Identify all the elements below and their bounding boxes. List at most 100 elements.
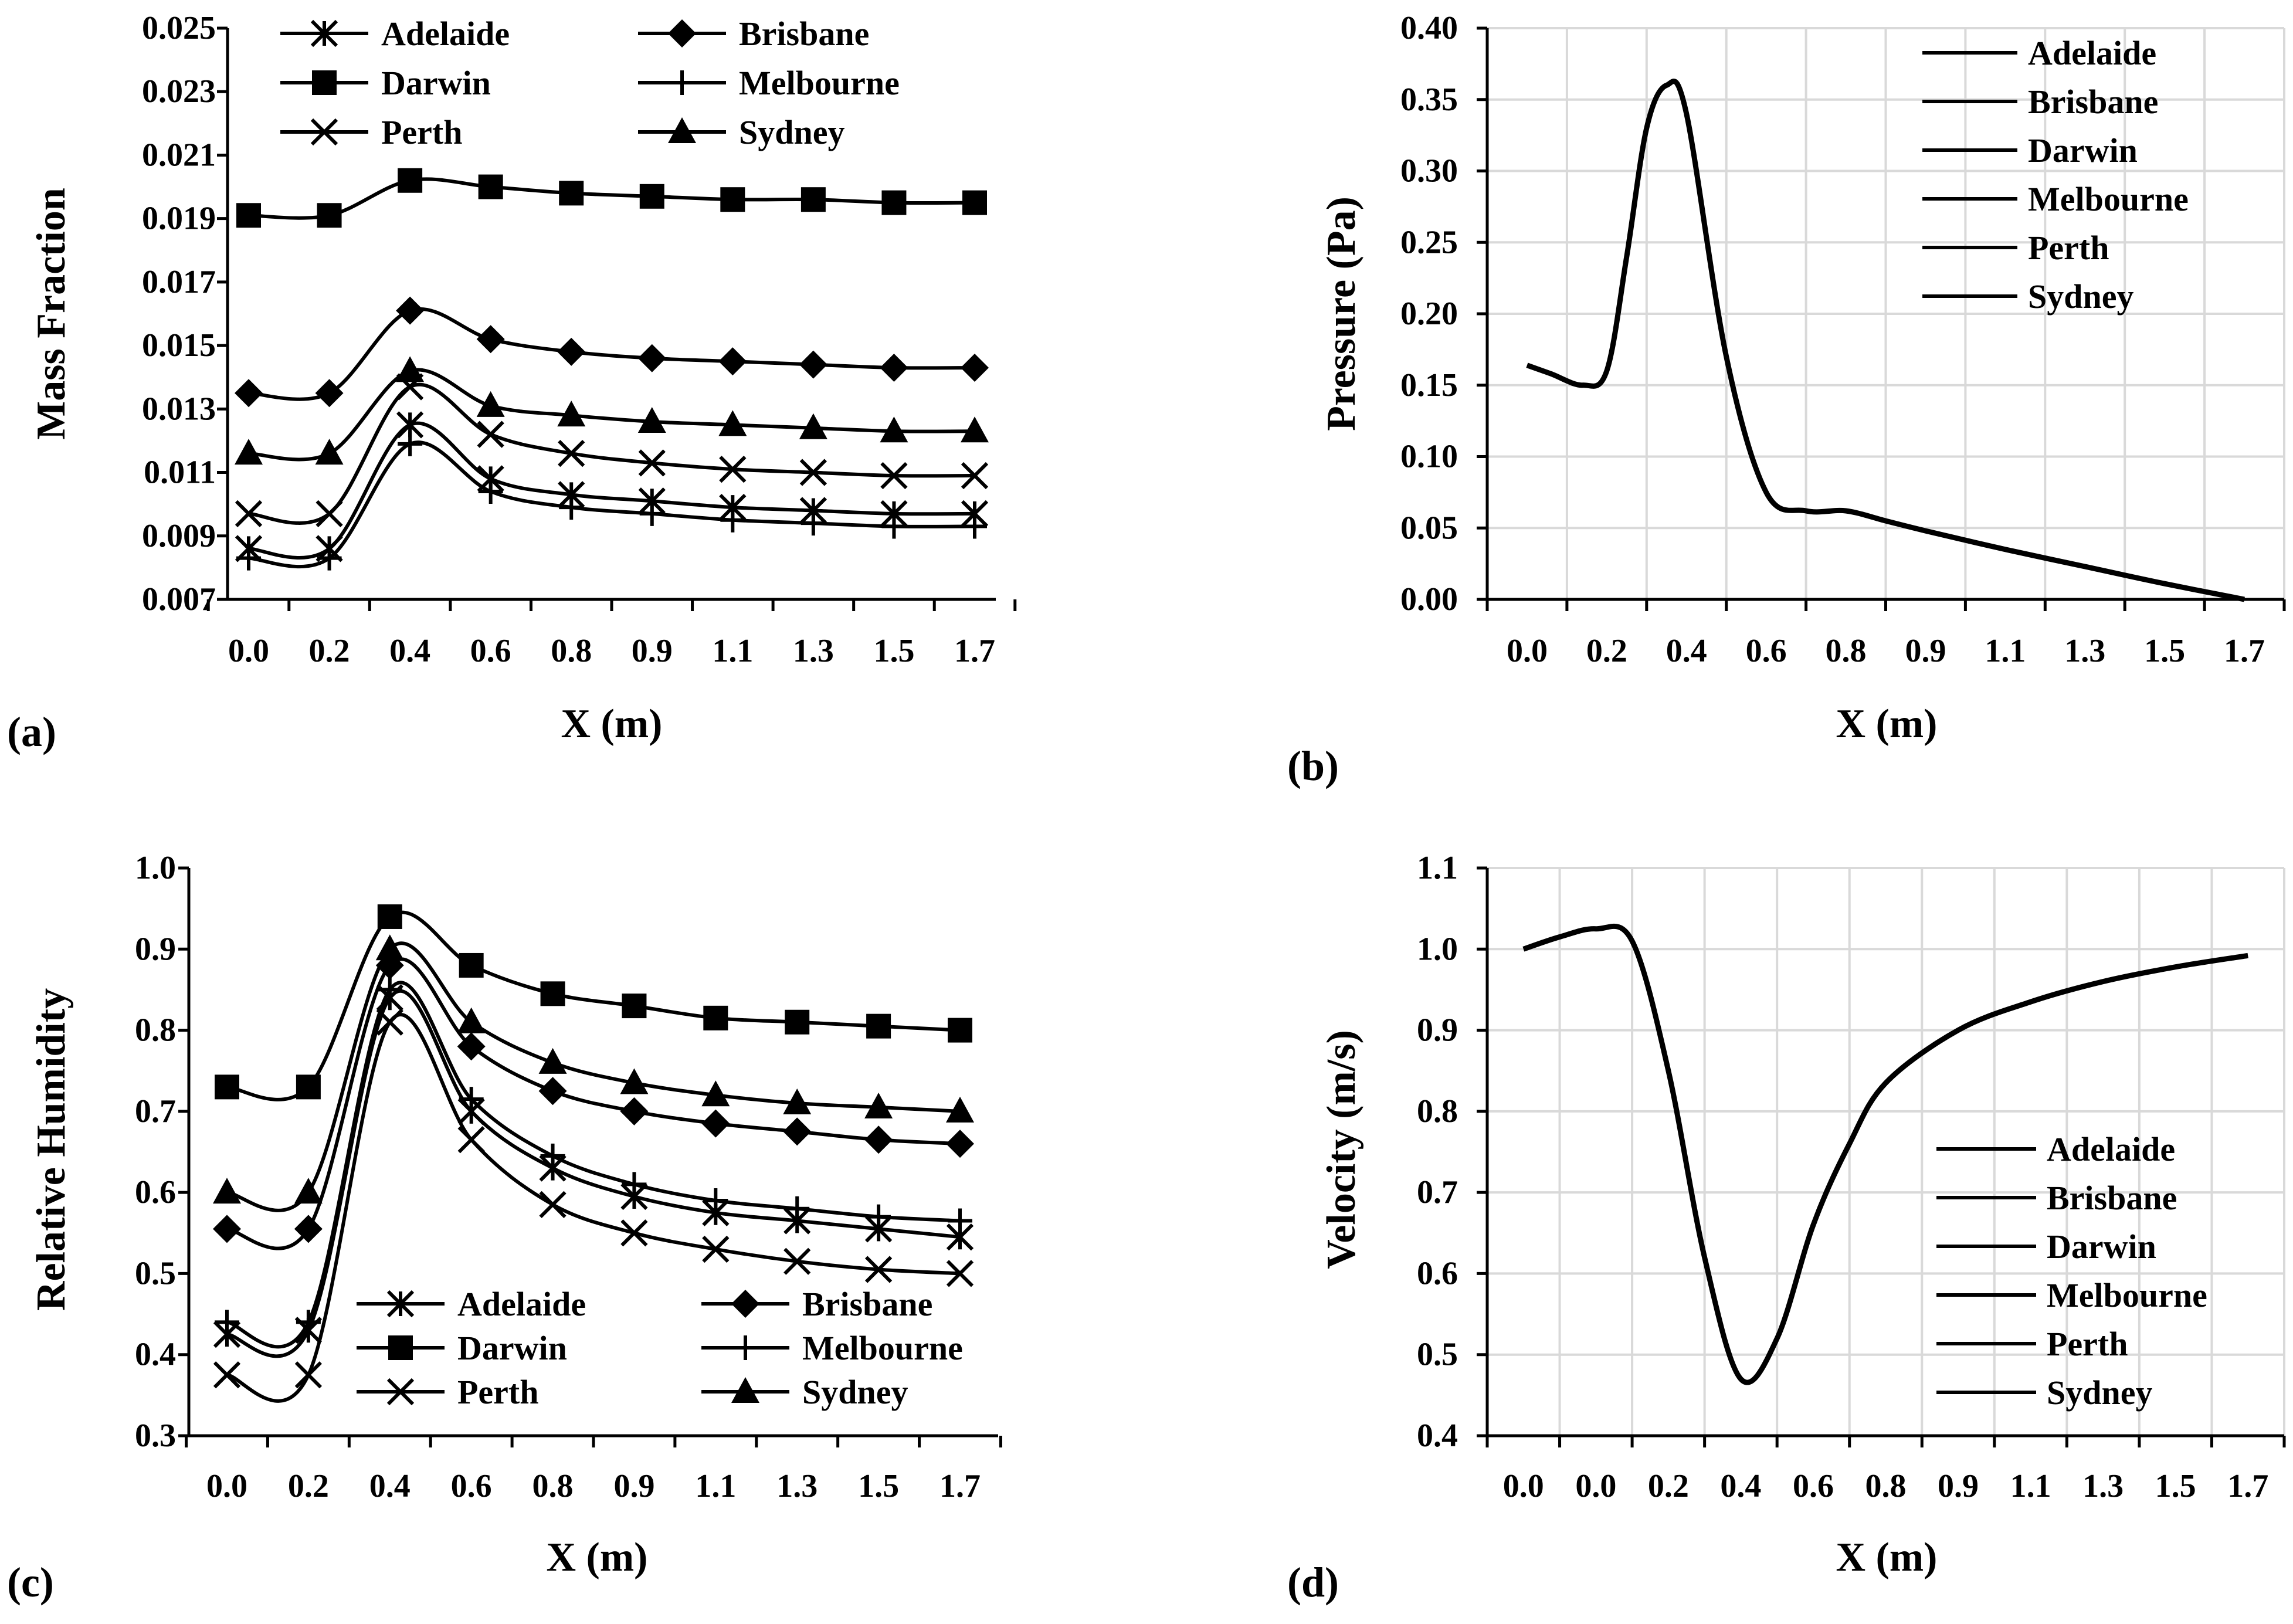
panel-b-label: (b) xyxy=(1287,743,1339,789)
panel-b-x-tick-label: 1.5 xyxy=(2144,633,2185,669)
panel-c-point-sydney xyxy=(457,1007,486,1033)
panel-b-pressure: 0.00 0.05 0.10 0.15 0.20 0.25 0.30 0.35 0.40 0.0 0… xyxy=(1287,10,2286,789)
panel-c-legend-marker-square xyxy=(388,1335,413,1360)
panel-c-legend-item-darwin: Darwin xyxy=(357,1329,567,1367)
panel-a-point-sydney xyxy=(315,439,344,465)
panel-c-point-perth xyxy=(539,1191,567,1219)
panel-a-point-melbourne xyxy=(881,514,907,539)
panel-b-x-tick-label: 0.2 xyxy=(1586,633,1627,669)
panel-c-point-perth xyxy=(376,1008,403,1036)
panel-a-series-perth xyxy=(235,373,989,528)
panel-a-point-melbourne xyxy=(720,507,745,533)
panel-c-point-melbourne xyxy=(459,1087,484,1112)
panel-b-y-tick-label: 0.30 xyxy=(1400,153,1458,189)
panel-a-series-melbourne xyxy=(236,431,987,571)
panel-a-series-darwin xyxy=(236,168,987,228)
panel-c-point-darwin xyxy=(785,1009,810,1035)
panel-a-x-tick-label: 0.6 xyxy=(470,633,511,669)
panel-a-x-tick-label: 1.7 xyxy=(954,633,995,669)
panel-a-legend-marker-diamond xyxy=(668,19,696,48)
panel-a-point-brisbane xyxy=(315,379,344,408)
panel-b-legend-label: Brisbane xyxy=(2028,83,2158,121)
panel-d-y-tick-label: 0.4 xyxy=(1417,1418,1458,1454)
panel-a-point-darwin xyxy=(559,181,584,206)
panel-d-y-axis-title: Velocity (m/s) xyxy=(1319,1030,1364,1269)
panel-a-point-perth xyxy=(638,449,666,477)
panel-a-legend-item-sydney: Sydney xyxy=(638,113,845,151)
panel-d-label: (d) xyxy=(1287,1559,1339,1606)
panel-a-point-melbourne xyxy=(962,514,987,539)
panel-d-x-tick-label: 0.2 xyxy=(1648,1468,1689,1504)
panel-a-y-tick-label: 0.011 xyxy=(144,455,216,491)
panel-a-x-tick-label: 0.9 xyxy=(632,633,673,669)
panel-a-legend-item-darwin: Darwin xyxy=(280,64,491,102)
panel-c-legend-item-adelaide: Adelaide xyxy=(357,1285,586,1323)
panel-a-point-melbourne xyxy=(800,511,826,536)
panel-c-point-sydney xyxy=(620,1068,649,1094)
panel-c-series-brisbane xyxy=(213,951,974,1250)
panel-c-point-perth xyxy=(864,1256,893,1283)
panel-a-point-melbourne xyxy=(236,545,261,571)
panel-c-point-perth xyxy=(213,1361,241,1389)
panel-c-point-darwin xyxy=(540,981,565,1006)
panel-c-x-tick-label: 0.0 xyxy=(206,1468,247,1504)
panel-a-point-sydney xyxy=(557,401,586,427)
panel-b-legend-item-adelaide: Adelaide xyxy=(1922,34,2156,72)
panel-c-point-darwin xyxy=(215,1074,239,1100)
panel-a-point-perth xyxy=(880,462,908,490)
panel-a-series-line-perth xyxy=(248,382,975,525)
panel-c-point-brisbane xyxy=(864,1125,893,1154)
panel-a-legend-marker-square xyxy=(312,70,337,95)
panel-a-y-tick-label: 0.017 xyxy=(142,264,216,300)
panel-c-point-sydney xyxy=(294,1178,323,1204)
panel-a-legend-label: Darwin xyxy=(381,64,491,102)
panel-a-point-brisbane xyxy=(961,353,989,382)
panel-c-y-tick-label: 0.3 xyxy=(135,1418,176,1454)
panel-b-legend-item-darwin: Darwin xyxy=(1922,131,2138,169)
panel-b-legend-item-melbourne: Melbourne xyxy=(1922,180,2189,218)
panel-c-x-tick-label: 1.3 xyxy=(776,1468,818,1504)
panel-a-legend-item-adelaide: Adelaide xyxy=(280,15,510,53)
panel-a-point-sydney xyxy=(799,413,827,439)
panel-c-y-tick-label: 1.0 xyxy=(135,850,176,886)
panel-a-point-darwin xyxy=(478,174,503,199)
panel-d-x-tick-label: 0.8 xyxy=(1865,1468,1907,1504)
panel-a-point-perth xyxy=(961,462,989,490)
panel-c-legend-marker-asterisk xyxy=(386,1290,415,1318)
panel-a-legend-marker-asterisk xyxy=(310,19,338,48)
panel-a-point-darwin xyxy=(881,190,907,215)
panel-b-y-tick-label: 0.10 xyxy=(1400,439,1458,475)
panel-a-label: (a) xyxy=(7,708,56,755)
panel-c-legend-item-melbourne: Melbourne xyxy=(701,1329,963,1367)
panel-a-point-brisbane xyxy=(799,350,827,379)
panel-b-y-axis-title: Pressure (Pa) xyxy=(1319,196,1364,431)
panel-a-x-tick-label: 1.1 xyxy=(712,633,753,669)
panel-c-x-tick-label: 1.1 xyxy=(695,1468,736,1504)
panel-c-point-perth xyxy=(946,1260,974,1287)
panel-a-point-perth xyxy=(799,459,827,486)
panel-c-point-darwin xyxy=(703,1005,728,1030)
panel-c-point-melbourne xyxy=(540,1143,565,1168)
panel-a-x-tick-label: 0.0 xyxy=(228,633,269,669)
panel-c-point-sydney xyxy=(864,1092,893,1118)
panel-b-x-tick-label: 0.8 xyxy=(1826,633,1867,669)
panel-d-x-tick-label: 0.0 xyxy=(1503,1468,1544,1504)
panel-c-legend-label: Adelaide xyxy=(457,1285,586,1323)
panel-d-x-tick-label: 1.7 xyxy=(2227,1468,2268,1504)
panel-a-point-darwin xyxy=(800,187,826,212)
panel-a-point-brisbane xyxy=(637,344,666,372)
panel-a-point-melbourne xyxy=(478,479,503,504)
panel-a-point-darwin xyxy=(962,190,987,215)
panel-a-point-perth xyxy=(235,500,263,528)
panel-d-legend-item-melbourne: Melbourne xyxy=(1936,1276,2207,1314)
panel-c-y-tick-label: 0.9 xyxy=(135,931,176,967)
panel-a-y-tick-label: 0.009 xyxy=(142,518,216,554)
panel-c-point-brisbane xyxy=(783,1117,812,1146)
panel-c-point-brisbane xyxy=(701,1109,730,1138)
panel-c-point-brisbane xyxy=(946,1130,974,1158)
panel-b-x-tick-label: 0.9 xyxy=(1905,633,1946,669)
panel-b-x-axis-title: X (m) xyxy=(1836,701,1938,747)
panel-c-point-darwin xyxy=(296,1074,321,1100)
panel-c-y-tick-label: 0.7 xyxy=(135,1093,176,1130)
panel-a-y-tick-label: 0.007 xyxy=(142,581,216,618)
